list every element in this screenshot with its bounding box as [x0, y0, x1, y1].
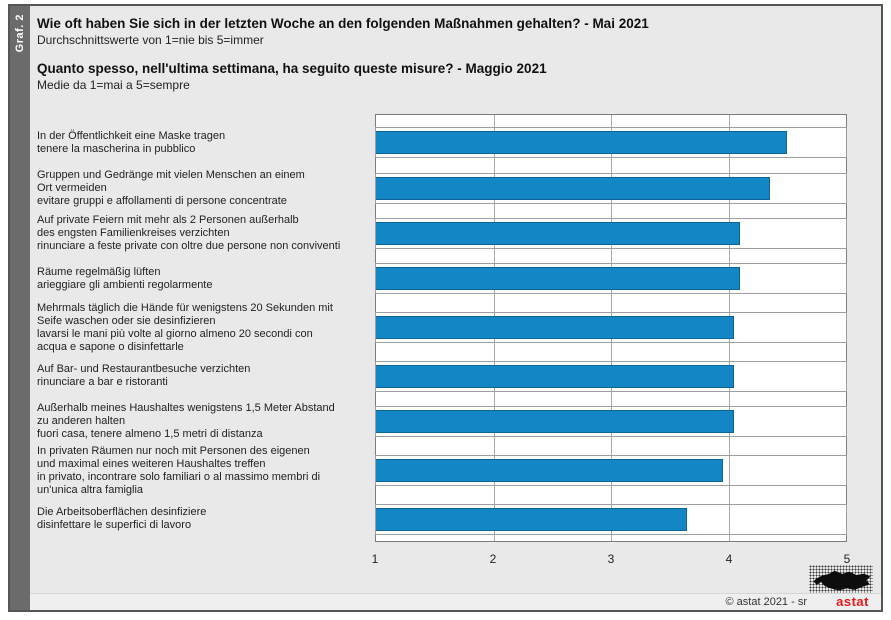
bar [376, 507, 688, 531]
category-label: Auf Bar- und Restaurantbesuche verzichte… [37, 363, 251, 389]
footer-strip [30, 593, 881, 610]
bar-slot [375, 455, 847, 487]
bar-track [375, 503, 847, 535]
bar-slot [375, 312, 847, 344]
subtitle-italian: Medie da 1=mai a 5=sempre [37, 78, 190, 92]
category-label: In der Öffentlichkeit eine Maske tragen … [37, 129, 226, 155]
south-tyrol-silhouette-icon [813, 570, 871, 591]
x-tick-3: 3 [607, 552, 615, 566]
bar-row: Die Arbeitsoberflächen desinfiziere disi… [37, 497, 847, 542]
bar-row: Räume regelmäßig lüften arieggiare gli a… [37, 256, 847, 301]
astat-map-logo-icon [809, 565, 873, 593]
bar-slot [375, 218, 847, 250]
graf-number-label: Graf. 2 [14, 14, 26, 53]
bar-track [375, 172, 847, 204]
bar-slot [375, 406, 847, 438]
astat-wordmark: astat [836, 594, 869, 609]
category-label: Mehrmals täglich die Hände für wenigsten… [37, 301, 333, 353]
bar [376, 131, 788, 155]
bar-track [375, 218, 847, 250]
bar-slot [375, 360, 847, 392]
bar [376, 176, 770, 200]
bar [376, 316, 735, 340]
title-italian: Quanto spesso, nell'ultima settimana, ha… [37, 61, 547, 76]
category-label: Räume regelmäßig lüften arieggiare gli a… [37, 265, 213, 291]
bar-row: Mehrmals täglich die Hände für wenigsten… [37, 302, 847, 354]
bar-track [375, 263, 847, 295]
bar-slot [375, 263, 847, 295]
bar-slot [375, 503, 847, 535]
bar [376, 410, 735, 434]
category-label: Die Arbeitsoberflächen desinfiziere disi… [37, 506, 207, 532]
x-tick-1: 1 [371, 552, 379, 566]
x-axis: 1 2 3 4 5 [371, 552, 851, 568]
bar-slot [375, 127, 847, 159]
bar-track [375, 127, 847, 159]
bar-row: Auf private Feiern mit mehr als 2 Person… [37, 211, 847, 256]
bar-track [375, 455, 847, 487]
subtitle-german: Durchschnittswerte von 1=nie bis 5=immer [37, 33, 264, 47]
graf-number-tab: Graf. 2 [10, 6, 30, 610]
bar [376, 364, 735, 388]
bar-row: In privaten Räumen nur noch mit Personen… [37, 445, 847, 497]
x-tick-2: 2 [489, 552, 497, 566]
bar-row: Gruppen und Gedränge mit vielen Menschen… [37, 165, 847, 210]
chart-header: Wie oft haben Sie sich in der letzten Wo… [37, 16, 861, 106]
copyright-text: © astat 2021 - sr [725, 596, 807, 608]
bar [376, 222, 741, 246]
x-tick-5: 5 [843, 552, 851, 566]
title-german: Wie oft haben Sie sich in der letzten Wo… [37, 16, 649, 31]
category-label: In privaten Räumen nur noch mit Personen… [37, 444, 321, 496]
chart-panel: Graf. 2 Wie oft haben Sie sich in der le… [8, 4, 883, 612]
x-tick-4: 4 [725, 552, 733, 566]
category-label: Auf private Feiern mit mehr als 2 Person… [37, 214, 341, 253]
bar-row: In der Öffentlichkeit eine Maske tragen … [37, 120, 847, 165]
category-label: Gruppen und Gedränge mit vielen Menschen… [37, 168, 305, 207]
bar-track [375, 360, 847, 392]
bar-row: Auf Bar- und Restaurantbesuche verzichte… [37, 354, 847, 399]
bar-track [375, 406, 847, 438]
bar [376, 459, 723, 483]
bar-row: Außerhalb meines Haushaltes wenigstens 1… [37, 399, 847, 444]
bar-slot [375, 172, 847, 204]
bar-rows: In der Öffentlichkeit eine Maske tragen … [37, 114, 847, 542]
bar [376, 267, 741, 291]
bar-track [375, 312, 847, 344]
category-label: Außerhalb meines Haushaltes wenigstens 1… [37, 402, 335, 441]
